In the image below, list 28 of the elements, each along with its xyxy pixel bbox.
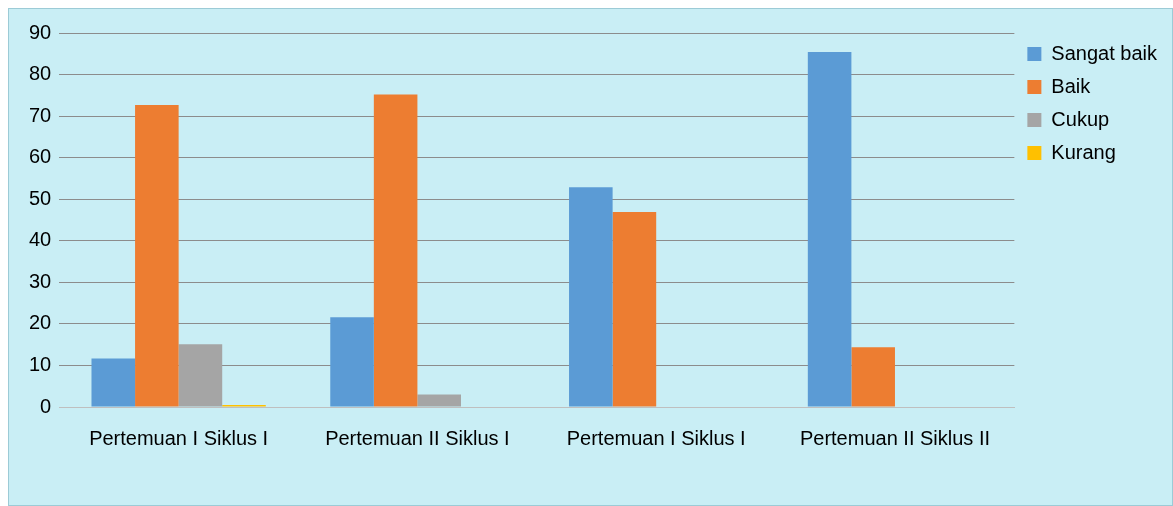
legend-label: Baik (1051, 74, 1092, 97)
bar (178, 344, 223, 407)
y-tick-label: 40 (29, 228, 52, 251)
bar (330, 317, 374, 407)
bar (417, 394, 461, 407)
y-tick-label: 70 (29, 103, 52, 126)
bar (569, 187, 613, 407)
x-tick-label: Pertemuan I Siklus I (89, 426, 269, 449)
legend-label: Cukup (1051, 107, 1110, 130)
y-tick-label: 30 (29, 269, 52, 292)
legend-label: Sangat baik (1051, 41, 1158, 64)
y-tick-label: 10 (29, 352, 52, 375)
bar (373, 94, 418, 407)
y-tick-label: 80 (29, 62, 52, 85)
x-tick-label: Pertemuan II Siklus II (799, 426, 991, 449)
y-tick-label: 0 (40, 394, 52, 417)
bar (612, 212, 657, 407)
legend-label: Kurang (1051, 140, 1116, 163)
bar (807, 52, 852, 407)
x-tick-label: Pertemuan I Siklus I (566, 426, 746, 449)
bar (851, 347, 895, 407)
bar (91, 358, 136, 407)
y-tick-label: 50 (29, 186, 52, 209)
y-tick-label: 60 (29, 145, 52, 168)
x-tick-label: Pertemuan II Siklus I (325, 426, 510, 449)
bar (135, 104, 179, 407)
y-tick-label: 90 (29, 20, 52, 43)
y-tick-label: 20 (29, 311, 52, 334)
